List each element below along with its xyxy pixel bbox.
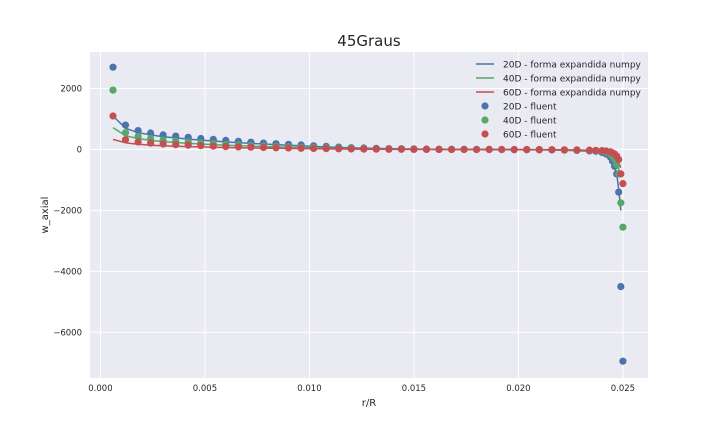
scatter-point-60d — [259, 143, 268, 152]
scatter-point-40d — [109, 86, 117, 94]
scatter-point-60d — [222, 143, 230, 151]
scatter-point-60d — [397, 145, 405, 153]
scatter-point-40d — [619, 223, 627, 231]
scatter-point-60d — [619, 180, 627, 188]
chart-title: 45Graus — [337, 32, 401, 50]
scatter-point-60d — [617, 170, 625, 178]
x-axis-label: r/R — [362, 398, 376, 409]
scatter-point-60d — [234, 143, 242, 151]
legend-label-scatter-20d: 20D - fluent — [503, 103, 557, 113]
scatter-point-20d — [147, 129, 155, 137]
scatter-point-60d — [485, 145, 493, 154]
scatter-point-60d — [560, 146, 569, 154]
y-tick-label: −2000 — [53, 206, 82, 216]
scatter-point-60d — [360, 145, 368, 153]
scatter-point-60d — [272, 144, 280, 152]
x-tick-label: 0.010 — [297, 384, 321, 394]
y-tick-label: 0 — [77, 145, 82, 155]
scatter-point-60d — [498, 145, 506, 154]
scatter-point-60d — [410, 145, 418, 153]
scatter-point-60d — [385, 145, 393, 153]
scatter-point-60d — [109, 112, 117, 120]
scatter-point-60d — [422, 145, 431, 153]
scatter-point-60d — [297, 144, 305, 152]
scatter-point-60d — [247, 143, 255, 151]
legend-marker-40d-fluent — [481, 116, 489, 124]
legend-label-line-40d: 40D - forma expandida numpy — [503, 75, 642, 85]
scatter-point-60d — [448, 145, 456, 154]
scatter-point-60d — [592, 146, 600, 154]
scatter-point-60d — [535, 146, 543, 154]
scatter-point-60d — [310, 144, 318, 153]
scatter-point-60d — [121, 136, 130, 144]
scatter-point-40d — [121, 129, 130, 137]
scatter-point-20d — [615, 188, 623, 196]
legend-label-scatter-60d: 60D - fluent — [503, 131, 557, 141]
scatter-point-60d — [134, 138, 142, 146]
scatter-point-20d — [109, 63, 117, 71]
tick-labels: 0.000 0.005 0.010 0.015 0.020 0.025 −6000 −4000… — [53, 85, 635, 394]
scatter-point-20d — [121, 121, 130, 129]
scatter-point-60d — [197, 142, 205, 150]
scatter-point-60d — [460, 145, 468, 154]
x-tick-label: 0.005 — [193, 384, 217, 394]
legend-marker-20d-fluent — [481, 102, 489, 110]
scatter-point-60d — [573, 146, 581, 154]
scatter-point-20d — [134, 127, 142, 135]
scatter-point-40d — [617, 199, 625, 207]
y-axis-label: w_axial — [40, 197, 51, 234]
scatter-point-20d — [159, 131, 167, 139]
scatter-point-60d — [510, 146, 518, 154]
scatter-point-20d — [619, 357, 627, 365]
scatter-point-60d — [284, 144, 293, 152]
scatter-point-60d — [548, 146, 556, 154]
y-tick-label: 2000 — [60, 85, 82, 95]
plot-background — [90, 52, 648, 378]
scatter-point-60d — [347, 145, 355, 153]
scatter-point-60d — [184, 141, 192, 149]
scatter-point-60d — [372, 145, 380, 153]
scatter-point-60d — [159, 140, 167, 148]
legend-label-line-20d: 20D - forma expandida numpy — [503, 61, 642, 71]
x-tick-label: 0.025 — [611, 384, 635, 394]
legend-label-line-60d: 60D - forma expandida numpy — [503, 89, 642, 99]
scatter-point-60d — [147, 139, 155, 147]
x-tick-label: 0.015 — [402, 384, 426, 394]
scatter-point-60d — [615, 155, 623, 164]
series-layer — [109, 63, 627, 365]
legend: 20D - forma expandida numpy 40D - forma … — [476, 61, 642, 141]
scatter-point-60d — [172, 141, 180, 149]
legend-label-scatter-40d: 40D - fluent — [503, 117, 557, 127]
scatter-point-60d — [322, 145, 330, 153]
scatter-point-60d — [473, 145, 481, 154]
y-tick-label: −4000 — [53, 267, 82, 277]
scatter-point-60d — [335, 145, 343, 153]
x-tick-label: 0.020 — [506, 384, 530, 394]
scatter-point-60d — [435, 145, 443, 153]
scatter-point-60d — [523, 146, 531, 154]
y-tick-label: −6000 — [53, 328, 82, 338]
scatter-point-40d — [134, 132, 142, 140]
scatter-point-60d — [209, 142, 217, 150]
legend-marker-60d-fluent — [481, 130, 489, 138]
x-tick-label: 0.000 — [88, 384, 112, 394]
scatter-point-60d — [585, 146, 594, 154]
scatter-point-20d — [617, 283, 625, 291]
